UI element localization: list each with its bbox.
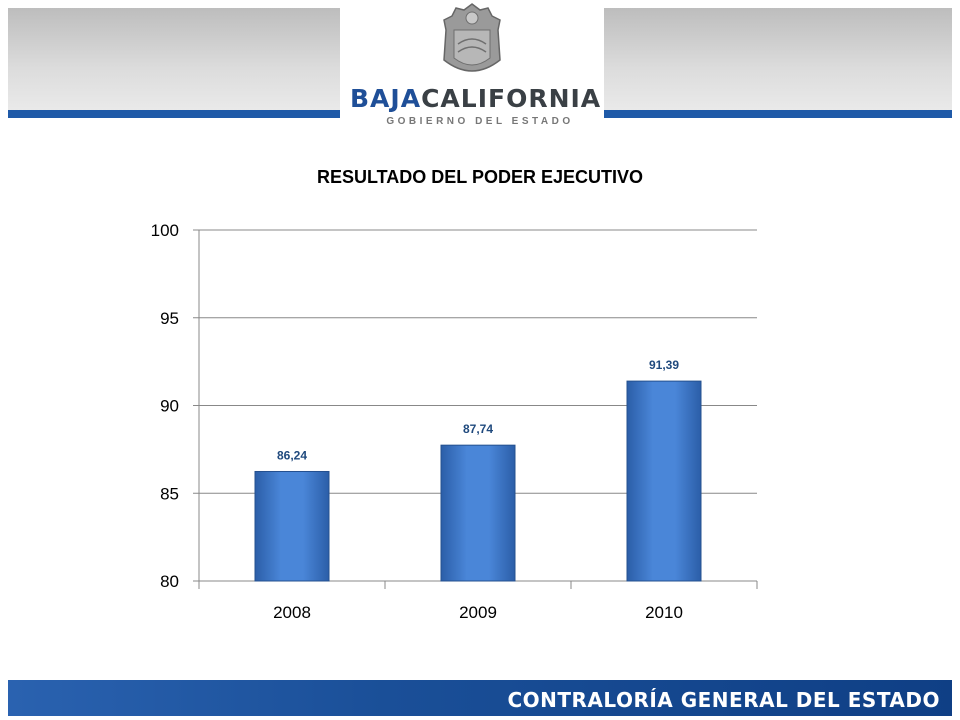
y-tick-label: 85 (160, 484, 179, 503)
x-tick-label: 2009 (459, 603, 497, 622)
data-label: 91,39 (649, 358, 679, 372)
footer-title: CONTRALORÍA GENERAL DEL ESTADO (507, 688, 940, 712)
y-tick-label: 95 (160, 309, 179, 328)
baja-california-logo: BAJACALIFORNIA (350, 84, 600, 113)
y-tick-label: 100 (151, 221, 179, 240)
logo: BAJACALIFORNIA GOBIERNO DEL ESTADO (340, 0, 604, 130)
data-label: 86,24 (277, 448, 307, 462)
logo-california: CALIFORNIA (421, 84, 602, 113)
bar-2009 (440, 444, 516, 582)
bar-2008 (254, 470, 330, 582)
y-tick-label: 90 (160, 397, 179, 416)
data-label: 87,74 (463, 422, 493, 436)
footer-banner: CONTRALORÍA GENERAL DEL ESTADO (8, 680, 952, 716)
logo-baja: BAJA (350, 84, 422, 113)
chart-title: RESULTADO DEL PODER EJECUTIVO (317, 167, 643, 187)
x-tick-label: 2008 (273, 603, 311, 622)
y-tick-label: 80 (160, 572, 179, 591)
state-coat-of-arms-icon (443, 3, 501, 72)
bar-chart: RESULTADO DEL PODER EJECUTIVO 80 85 90 95 10… (151, 167, 758, 622)
bar-2010 (626, 380, 702, 582)
x-tick-label: 2010 (645, 603, 683, 622)
logo-subtitle: GOBIERNO DEL ESTADO (386, 116, 574, 127)
